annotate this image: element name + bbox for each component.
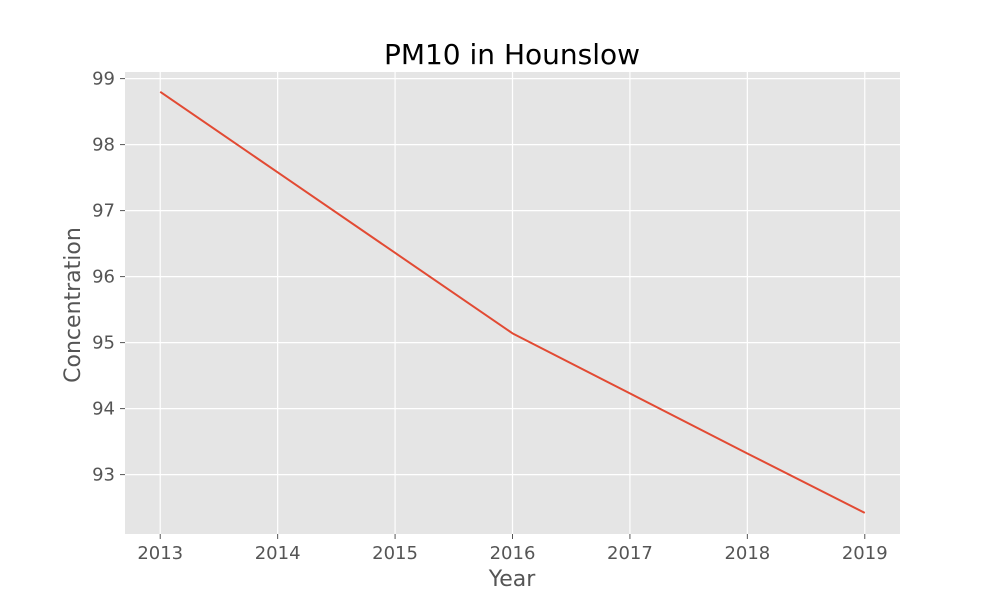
x-tick-label: 2014 (255, 543, 301, 564)
series-layer (159, 90, 866, 514)
x-tick-label: 2018 (724, 543, 770, 564)
x-tick-label: 2017 (607, 543, 653, 564)
y-axis-label: Concentration (61, 227, 86, 383)
y-tick-label: 99 (92, 69, 115, 90)
y-tick-label: 98 (92, 135, 115, 156)
x-tick-label: 2015 (372, 543, 418, 564)
y-tick-label: 93 (92, 465, 115, 486)
y-tick-label: 95 (92, 333, 115, 354)
y-tick-label: 97 (92, 201, 115, 222)
x-tick-label: 2019 (842, 543, 888, 564)
x-tick-label: 2013 (137, 543, 183, 564)
x-axis-label: Year (488, 567, 537, 592)
chart-title: PM10 in Hounslow (384, 38, 640, 71)
grid-lines (125, 72, 900, 534)
y-tick-label: 96 (92, 267, 115, 288)
y-tick-label: 94 (92, 399, 115, 420)
x-tick-label: 2016 (490, 543, 536, 564)
axis-ticks: 2013 2014 2015 2016 2017 2018 2019 93 94 95 96 97 98… (92, 69, 888, 564)
